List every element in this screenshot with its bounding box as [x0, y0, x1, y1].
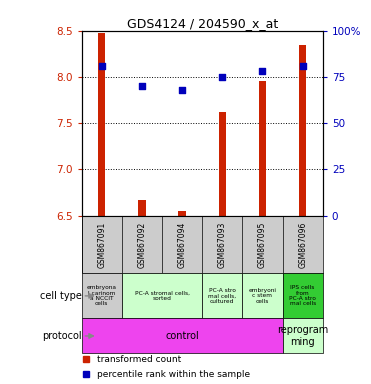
- Bar: [242, 273, 283, 318]
- Text: embryona
l carinom
a NCCIT
cells: embryona l carinom a NCCIT cells: [87, 285, 117, 306]
- Bar: [219, 112, 226, 216]
- Text: PC-A stromal cells,
sorted: PC-A stromal cells, sorted: [135, 291, 190, 301]
- Text: cell type: cell type: [40, 291, 82, 301]
- Bar: [283, 318, 323, 353]
- Bar: [138, 200, 145, 216]
- Text: reprogram
ming: reprogram ming: [277, 325, 328, 347]
- Point: [139, 83, 145, 89]
- Point: [219, 74, 225, 80]
- Text: protocol: protocol: [42, 331, 82, 341]
- Text: GSM867093: GSM867093: [218, 221, 227, 268]
- Point: [179, 87, 185, 93]
- Text: transformed count: transformed count: [97, 355, 181, 364]
- Title: GDS4124 / 204590_x_at: GDS4124 / 204590_x_at: [127, 17, 278, 30]
- Point: [300, 63, 306, 69]
- Text: GSM867094: GSM867094: [178, 221, 187, 268]
- Text: embryoni
c stem
cells: embryoni c stem cells: [249, 288, 276, 304]
- Text: IPS cells
from
PC-A stro
mal cells: IPS cells from PC-A stro mal cells: [289, 285, 316, 306]
- Bar: [178, 211, 186, 216]
- Point: [99, 63, 105, 69]
- Bar: [259, 81, 266, 216]
- Text: GSM867092: GSM867092: [137, 221, 147, 268]
- Bar: [98, 33, 105, 216]
- Text: GSM867091: GSM867091: [97, 221, 106, 268]
- Text: GSM867095: GSM867095: [258, 221, 267, 268]
- Bar: [82, 273, 122, 318]
- Text: control: control: [165, 331, 199, 341]
- Text: PC-A stro
mal cells,
cultured: PC-A stro mal cells, cultured: [208, 288, 236, 304]
- Bar: [299, 45, 306, 216]
- Bar: [202, 273, 242, 318]
- Bar: [82, 318, 283, 353]
- Bar: [122, 273, 202, 318]
- Bar: [283, 273, 323, 318]
- Point: [259, 68, 265, 74]
- Text: percentile rank within the sample: percentile rank within the sample: [97, 370, 250, 379]
- Text: GSM867096: GSM867096: [298, 221, 307, 268]
